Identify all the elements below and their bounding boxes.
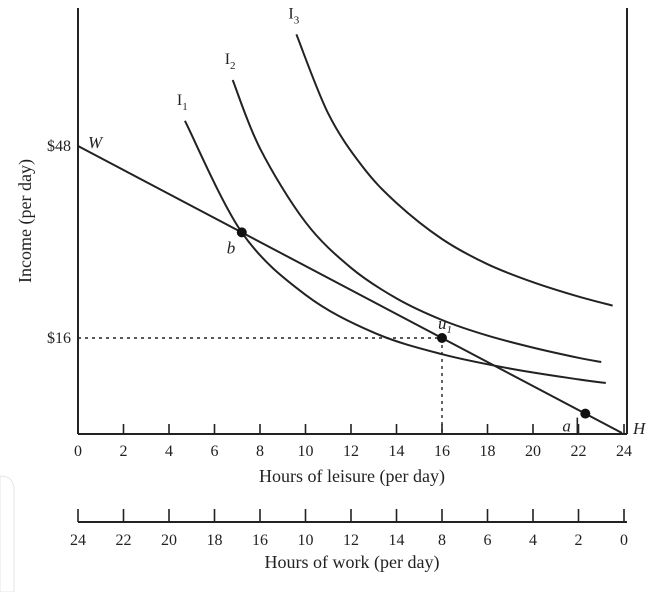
x-tick-label-3: 6 — [211, 443, 219, 460]
x-tick-label-6: 12 — [343, 443, 359, 460]
x2-tick-label-4: 16 — [252, 532, 268, 549]
x2-tick-label-9: 6 — [484, 532, 492, 549]
curve-i1 — [184, 120, 606, 384]
x-ticks-work — [77, 509, 625, 522]
budget-end-label: H — [632, 419, 647, 438]
indifference-curves — [184, 34, 613, 384]
x-ticks-leisure — [77, 424, 625, 434]
point-u1 — [437, 333, 447, 343]
x-tick-label-2: 4 — [165, 443, 173, 460]
x2-tick-label-12: 0 — [620, 532, 628, 549]
x2-tick-label-3: 18 — [207, 532, 223, 549]
budget-start-label: W — [88, 133, 104, 152]
x2-tick-label-2: 20 — [161, 532, 177, 549]
x-tick-label-8: 16 — [434, 443, 450, 460]
x-tick-label-11: 22 — [571, 443, 587, 460]
x-tick-labels-leisure: 0 2 4 6 8 10 12 14 16 18 20 22 24 — [74, 443, 632, 460]
cropped-top-text: – — [57, 0, 67, 7]
y-tick-label-0: $48 — [47, 138, 71, 155]
curve-i2 — [231, 79, 602, 363]
x2-tick-label-7: 14 — [389, 532, 405, 549]
x-tick-label-7: 14 — [389, 443, 405, 460]
x2-tick-label-6: 12 — [343, 532, 359, 549]
point-label-a: a — [562, 417, 571, 436]
marked-points: b u1 a — [227, 227, 591, 436]
x-tick-labels-work: 24 22 20 18 16 10 12 14 8 6 4 2 0 — [70, 532, 628, 549]
x-axis-title-work: Hours of work (per day) — [265, 552, 440, 573]
x2-tick-label-11: 2 — [575, 532, 583, 549]
curve-i3 — [295, 34, 613, 307]
curve-label-i1: I1 — [177, 92, 188, 113]
x2-tick-label-0: 24 — [70, 532, 86, 549]
x-tick-label-1: 2 — [120, 443, 128, 460]
x2-tick-label-8: 8 — [438, 532, 446, 549]
budget-line — [77, 145, 623, 434]
x2-tick-label-5: 10 — [298, 532, 314, 549]
x-tick-label-10: 20 — [525, 443, 541, 460]
x-tick-label-12: 24 — [616, 443, 632, 460]
x2-tick-label-10: 4 — [529, 532, 537, 549]
point-a — [580, 408, 591, 419]
x-tick-label-9: 18 — [480, 443, 496, 460]
point-label-u1: u1 — [438, 314, 452, 336]
x2-tick-label-1: 22 — [116, 532, 132, 549]
x-tick-label-5: 10 — [298, 443, 314, 460]
x-tick-label-4: 8 — [256, 443, 264, 460]
x-axis-title-leisure: Hours of leisure (per day) — [259, 466, 445, 487]
point-b — [236, 227, 247, 238]
y-axis-title: Income (per day) — [15, 159, 36, 283]
y-tick-label-1: $16 — [47, 330, 71, 347]
curve-label-i3: I3 — [288, 5, 299, 26]
y-ticks: $48 $16 — [47, 138, 71, 347]
x-tick-label-0: 0 — [74, 443, 82, 460]
curve-labels: I1 I2 I3 — [177, 5, 300, 112]
point-label-b: b — [227, 238, 236, 257]
page-edge-decoration — [0, 475, 15, 592]
curve-label-i2: I2 — [225, 51, 236, 72]
